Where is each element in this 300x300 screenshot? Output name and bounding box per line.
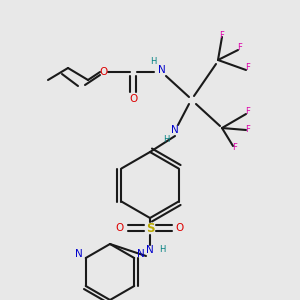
Text: F: F [238, 44, 242, 52]
Text: O: O [129, 94, 137, 104]
Text: N: N [75, 249, 83, 259]
Text: O: O [116, 223, 124, 233]
Text: O: O [176, 223, 184, 233]
Text: N: N [158, 65, 166, 75]
Text: F: F [246, 125, 250, 134]
Text: N: N [137, 249, 145, 259]
Text: F: F [232, 143, 237, 152]
Text: F: F [246, 107, 250, 116]
Text: S: S [146, 221, 154, 235]
Text: F: F [220, 31, 224, 40]
Text: H: H [163, 136, 169, 145]
Text: F: F [246, 64, 250, 73]
Text: N: N [146, 245, 154, 255]
Text: N: N [171, 125, 179, 135]
Text: H: H [159, 245, 165, 254]
Text: O: O [100, 67, 108, 77]
Text: H: H [150, 58, 156, 67]
